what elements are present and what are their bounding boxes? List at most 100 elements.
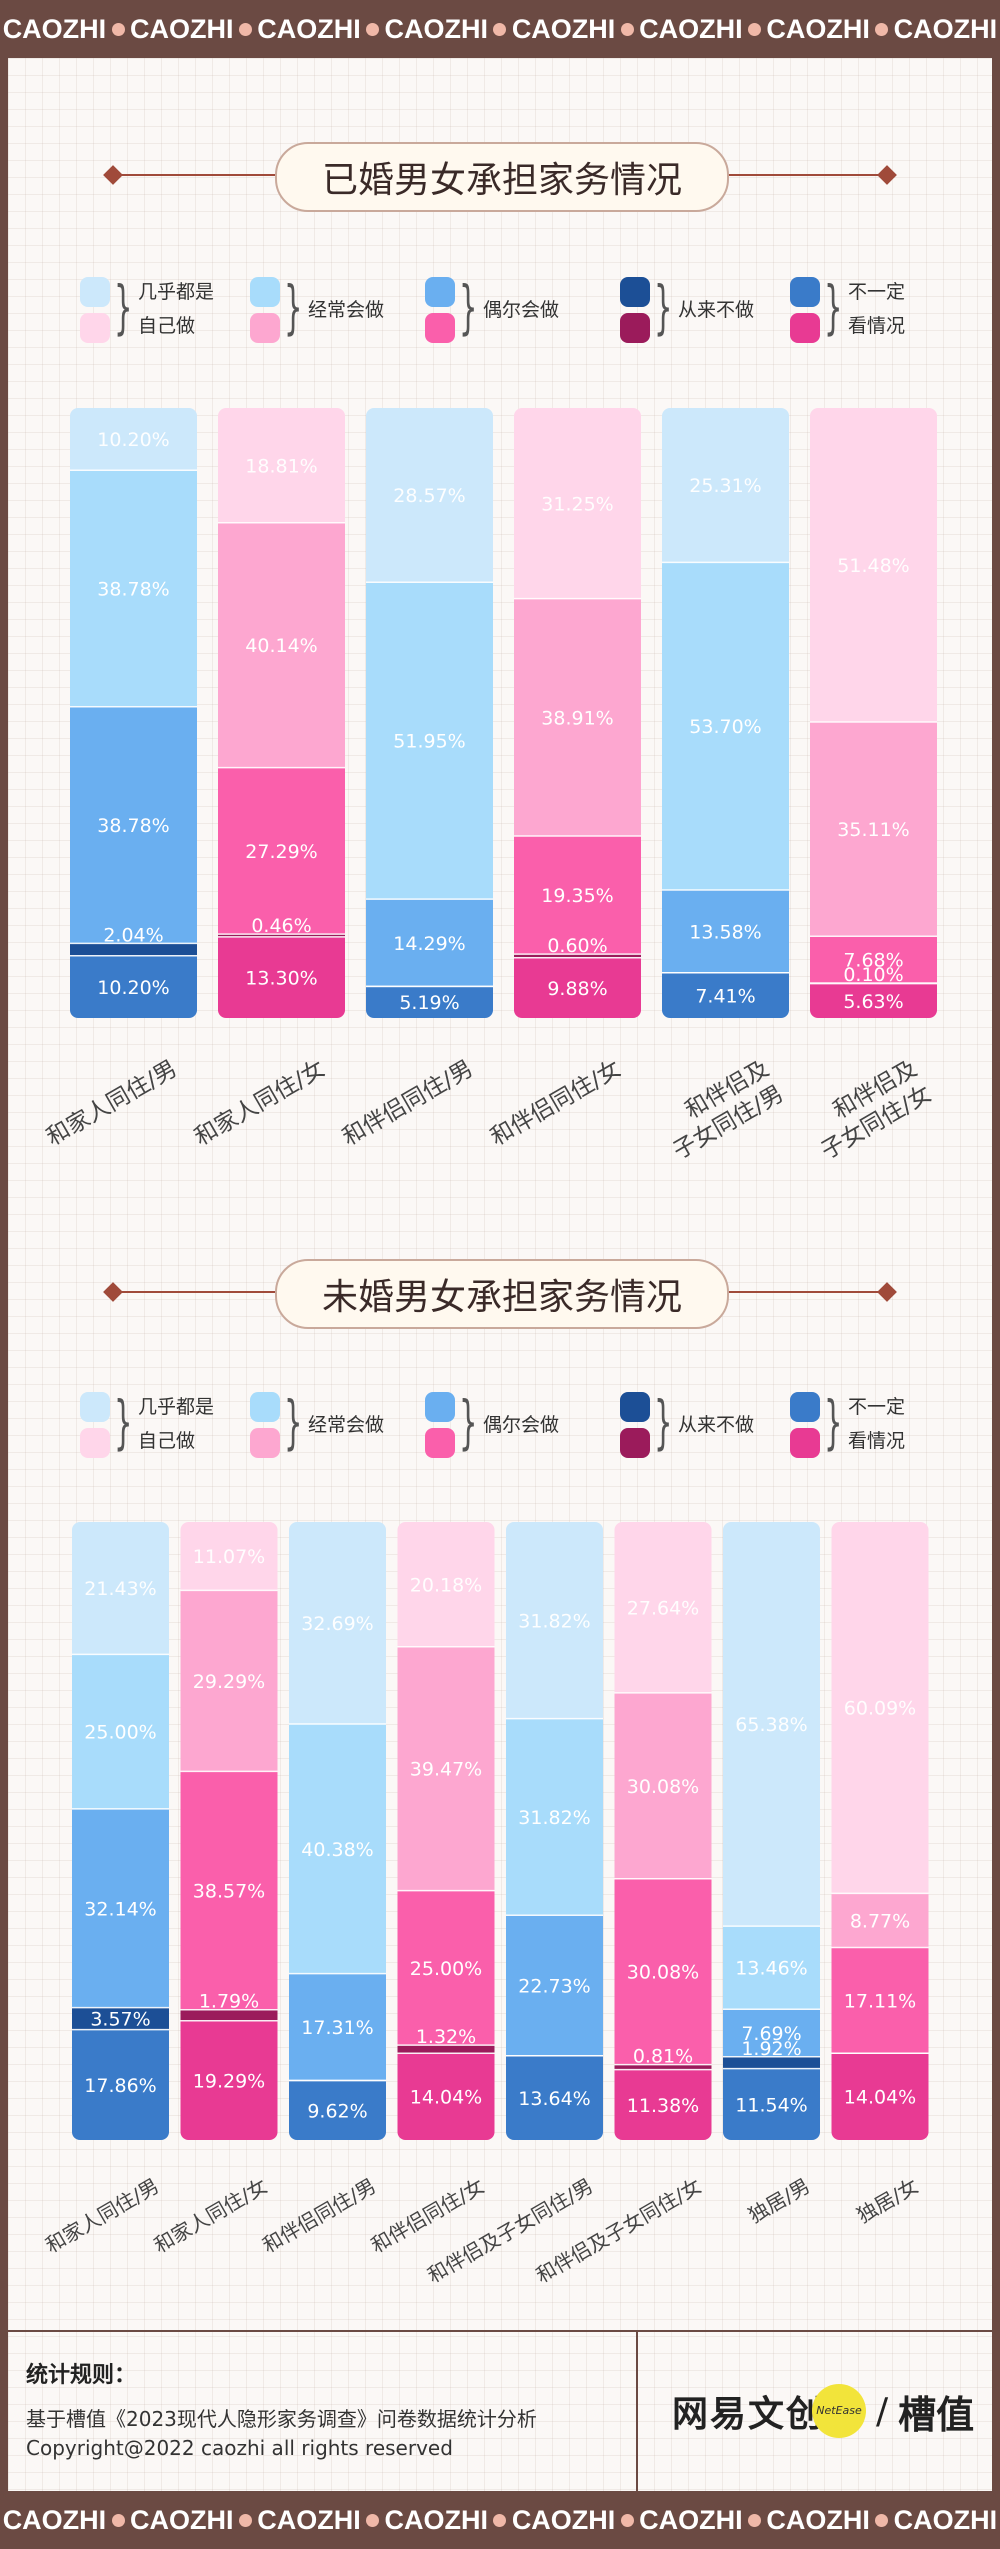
- bar-segment: [662, 408, 789, 563]
- banner-word: CAOZHI: [257, 2504, 361, 2535]
- bar-segment: [514, 954, 641, 958]
- bar-segment: [810, 408, 937, 723]
- data-label: 31.25%: [541, 493, 613, 515]
- data-label: 30.08%: [627, 1776, 699, 1798]
- data-label: 19.35%: [541, 885, 613, 907]
- legend-swatch-male: [620, 1392, 650, 1422]
- category-label-line: 和家人同住/女: [190, 1056, 329, 1151]
- brand-slash: /: [876, 2390, 889, 2432]
- legend-label: 从来不做: [678, 299, 755, 321]
- bar-segment: [810, 983, 937, 1018]
- data-label: 1.32%: [416, 2026, 476, 2048]
- legend-swatch-female: [620, 1428, 650, 1458]
- data-label: 1.92%: [741, 2038, 801, 2060]
- category-label: 和伴侣同住/男: [338, 1056, 477, 1151]
- bar-segment: [70, 408, 197, 471]
- bar-segment: [218, 767, 345, 935]
- category-label-line: 和家人同住/男: [41, 2174, 163, 2258]
- bar-segment: [614, 2069, 712, 2140]
- bar-segment: [506, 2055, 603, 2140]
- data-label: 13.30%: [245, 967, 317, 989]
- bar-segment: [366, 408, 493, 583]
- bar-segment: [289, 1522, 386, 1725]
- data-label: 0.10%: [843, 964, 903, 986]
- bar-segment: [831, 1522, 929, 1894]
- stacked-bar: [810, 408, 937, 1018]
- data-label: 10.20%: [97, 977, 169, 999]
- bar-segment: [366, 986, 493, 1018]
- category-label: 和家人同住/男: [41, 2174, 163, 2258]
- data-label: 0.46%: [251, 915, 311, 937]
- chart-title-unmarried: 未婚男女承担家务情况: [275, 1259, 729, 1329]
- data-label: 31.82%: [518, 1807, 590, 1829]
- data-label: 9.62%: [307, 2100, 367, 2122]
- data-label: 11.38%: [627, 2095, 699, 2117]
- data-label: 0.60%: [547, 935, 607, 957]
- banner-word: CAOZHI: [384, 13, 489, 44]
- legend-swatch-male: [250, 277, 280, 307]
- banner-dot: [747, 2513, 761, 2527]
- data-label: 20.18%: [410, 1574, 482, 1596]
- stacked-bar: [289, 1522, 386, 2140]
- stacked-bar: [506, 1522, 603, 2140]
- data-label: 18.81%: [245, 455, 317, 477]
- legend-swatch-female: [425, 313, 455, 343]
- category-label-line: 和伴侣同住/男: [258, 2174, 380, 2258]
- legend-brace: }: [459, 1388, 478, 1456]
- bar-segment: [70, 955, 197, 1018]
- stacked-bar: [397, 1522, 495, 2140]
- legend-label: 看情况: [848, 315, 906, 337]
- banner-dot: [620, 22, 634, 36]
- banner-word: CAOZHI: [511, 2504, 616, 2535]
- category-label: 和伴侣及子女同住/男: [654, 1056, 788, 1165]
- banner-word: CAOZHI: [2, 2504, 107, 2535]
- bar-segment: [723, 2009, 820, 2057]
- legend-label: 不一定: [848, 281, 906, 303]
- data-label: 25.00%: [410, 1958, 482, 1980]
- stacked-bar: [662, 408, 789, 1018]
- bar-segment: [723, 1522, 820, 1927]
- legend-swatch-female: [80, 313, 110, 343]
- data-label: 13.46%: [735, 1958, 807, 1980]
- bar-segment: [397, 2045, 495, 2054]
- banner-dot: [238, 22, 252, 36]
- data-label: 65.38%: [735, 1714, 807, 1736]
- stacked-bar: [72, 1522, 169, 2140]
- banner-dot: [493, 2513, 507, 2527]
- data-label: 32.14%: [84, 1898, 156, 1920]
- data-label: 27.29%: [245, 841, 317, 863]
- stacked-bar: [614, 1522, 712, 2140]
- data-label: 31.82%: [518, 1610, 590, 1632]
- legend-brace: }: [284, 273, 303, 341]
- bar-segment: [723, 1926, 820, 2010]
- legend-label: 从来不做: [678, 1414, 755, 1436]
- data-label: 17.86%: [84, 2075, 156, 2097]
- data-label: 5.63%: [843, 991, 903, 1013]
- data-label: 39.47%: [410, 1759, 482, 1781]
- legend-swatch-male: [425, 1392, 455, 1422]
- netease-badge: NetEase: [812, 2384, 867, 2438]
- legend-brace: }: [114, 1388, 133, 1456]
- data-label: 17.11%: [844, 1990, 916, 2012]
- data-label: 21.43%: [84, 1578, 156, 1600]
- bar-segment: [180, 2020, 278, 2140]
- banner-word: CAOZHI: [639, 2504, 743, 2535]
- brand-logos: 网易文创 NetEase / 槽值: [672, 2383, 974, 2439]
- bar-segment: [289, 1973, 386, 2081]
- bar-segment: [72, 2029, 169, 2140]
- bar-segment: [662, 562, 789, 890]
- banner-word: CAOZHI: [511, 13, 616, 44]
- legend-brace: }: [824, 1388, 843, 1456]
- category-label-line: 和家人同住/男: [42, 1056, 181, 1151]
- data-label: 7.68%: [843, 950, 903, 972]
- legend-brace: }: [654, 273, 673, 341]
- category-label-line: 独居/男: [744, 2174, 814, 2228]
- banner-dot: [238, 2513, 252, 2527]
- data-label: 40.38%: [301, 1839, 373, 1861]
- banner-word: CAOZHI: [893, 13, 998, 44]
- legend-married: } 几乎都是 自己做} 经常会做} 偶尔会做} 从来不做} 不一定 看情况: [80, 273, 940, 347]
- legend-label: 自己做: [138, 315, 196, 337]
- footer-source: 基于槽值《2023现代人隐形家务调查》问卷数据统计分析: [26, 2407, 537, 2431]
- bar-segment: [366, 899, 493, 987]
- bar-segment: [614, 2064, 712, 2070]
